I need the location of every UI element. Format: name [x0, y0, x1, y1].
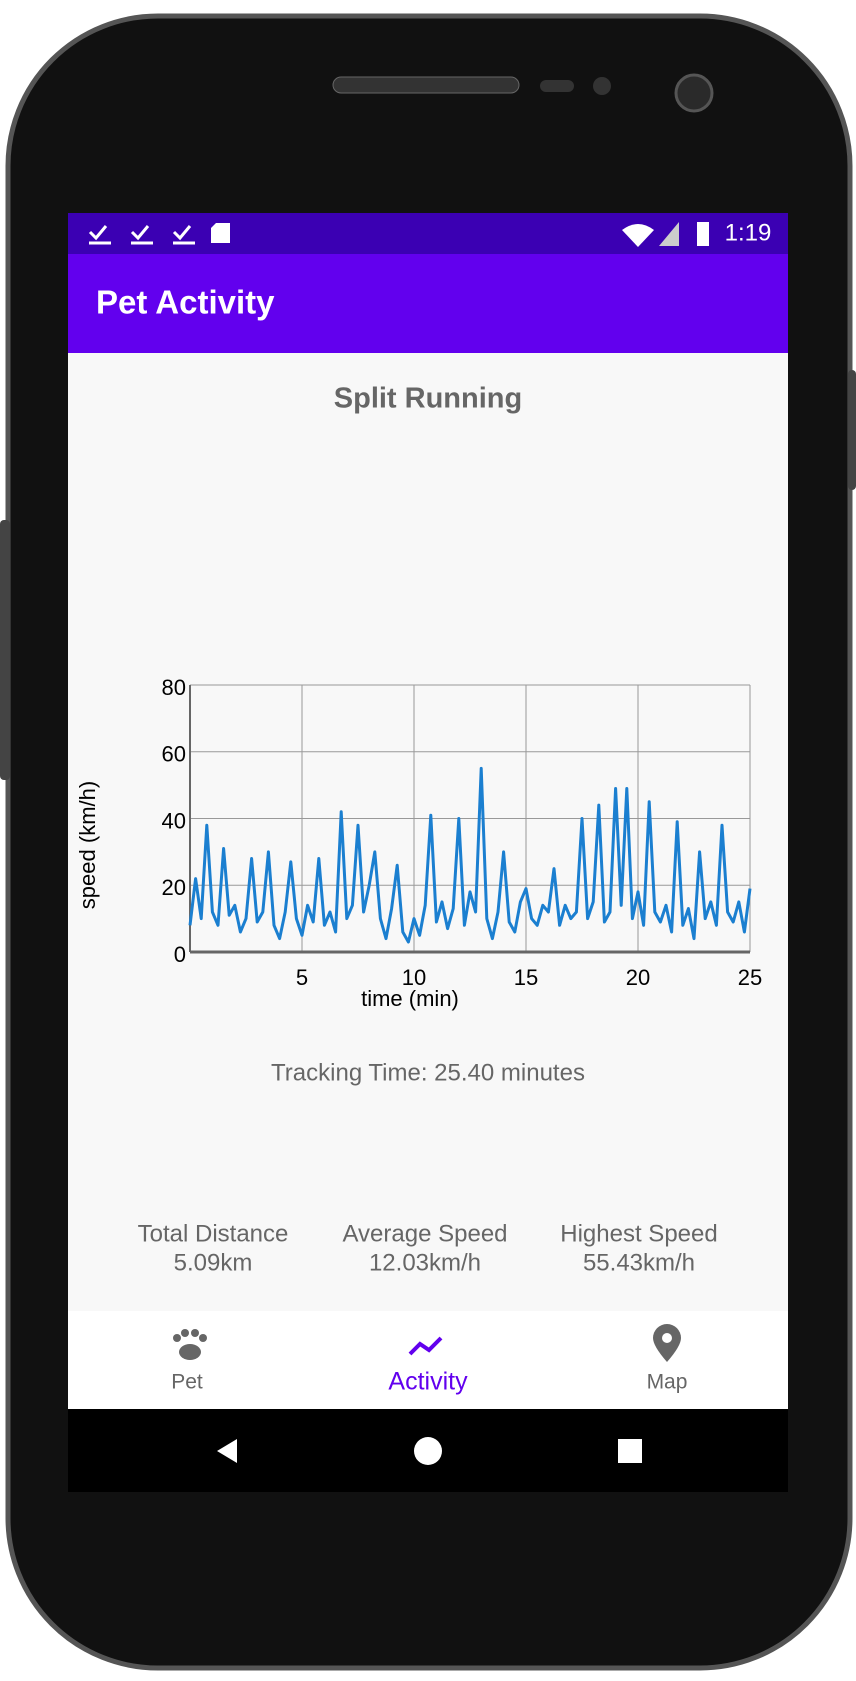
sd-icon — [211, 223, 230, 243]
side-button — [0, 520, 10, 780]
app-title: Pet Activity — [96, 284, 275, 321]
y-tick-label: 20 — [162, 875, 186, 900]
plot: 0 20 40 60 80 5 10 15 20 25 — [162, 675, 763, 990]
nav-label[interactable]: Activity — [388, 1368, 468, 1396]
nav-label[interactable]: Map — [647, 1371, 688, 1394]
nav-items: Pet Activity Map — [171, 1368, 687, 1396]
app-bar — [68, 254, 788, 353]
x-tick-label: 10 — [402, 965, 426, 990]
y-tick-label: 0 — [174, 942, 186, 967]
camera — [674, 73, 714, 113]
y-tick-label: 40 — [162, 808, 186, 833]
y-tick-label: 80 — [162, 675, 186, 700]
speed-line — [188, 766, 752, 944]
signal-icon — [659, 222, 679, 246]
status-bar — [68, 213, 788, 254]
x-tick-label: 15 — [514, 965, 538, 990]
stat-label: Highest Speed — [560, 1220, 717, 1247]
map-icon-dot — [662, 1333, 672, 1343]
nav-label[interactable]: Pet — [171, 1371, 203, 1394]
home-button[interactable] — [414, 1437, 442, 1465]
chart-title: Split Running — [334, 383, 522, 415]
sensor — [540, 80, 574, 92]
x-axis-label: time (min) — [361, 986, 459, 1011]
recents-button[interactable] — [618, 1439, 642, 1463]
stat-value: 55.43km/h — [583, 1249, 695, 1276]
status-time: 1:19 — [725, 219, 772, 246]
speaker — [332, 76, 520, 94]
side-button — [848, 370, 856, 490]
tracking-time: Tracking Time: 25.40 minutes — [271, 1059, 585, 1086]
stat-label: Total Distance — [138, 1220, 289, 1247]
wifi-icon — [622, 224, 654, 247]
back-button[interactable] — [217, 1439, 237, 1463]
y-tick-label: 60 — [162, 742, 186, 767]
y-axis-label: speed (km/h) — [75, 781, 100, 909]
x-tick-label: 25 — [738, 965, 762, 990]
x-tick-label: 20 — [626, 965, 650, 990]
x-tick-label: 5 — [296, 965, 308, 990]
activity-icon — [408, 1336, 443, 1356]
stat-label: Average Speed — [342, 1220, 507, 1247]
battery-icon — [697, 222, 709, 246]
sensor — [593, 77, 611, 95]
status-icons — [88, 225, 195, 245]
stat-value: 5.09km — [174, 1249, 253, 1276]
stat-value: 12.03km/h — [369, 1249, 481, 1276]
paw-icon — [173, 1329, 207, 1360]
